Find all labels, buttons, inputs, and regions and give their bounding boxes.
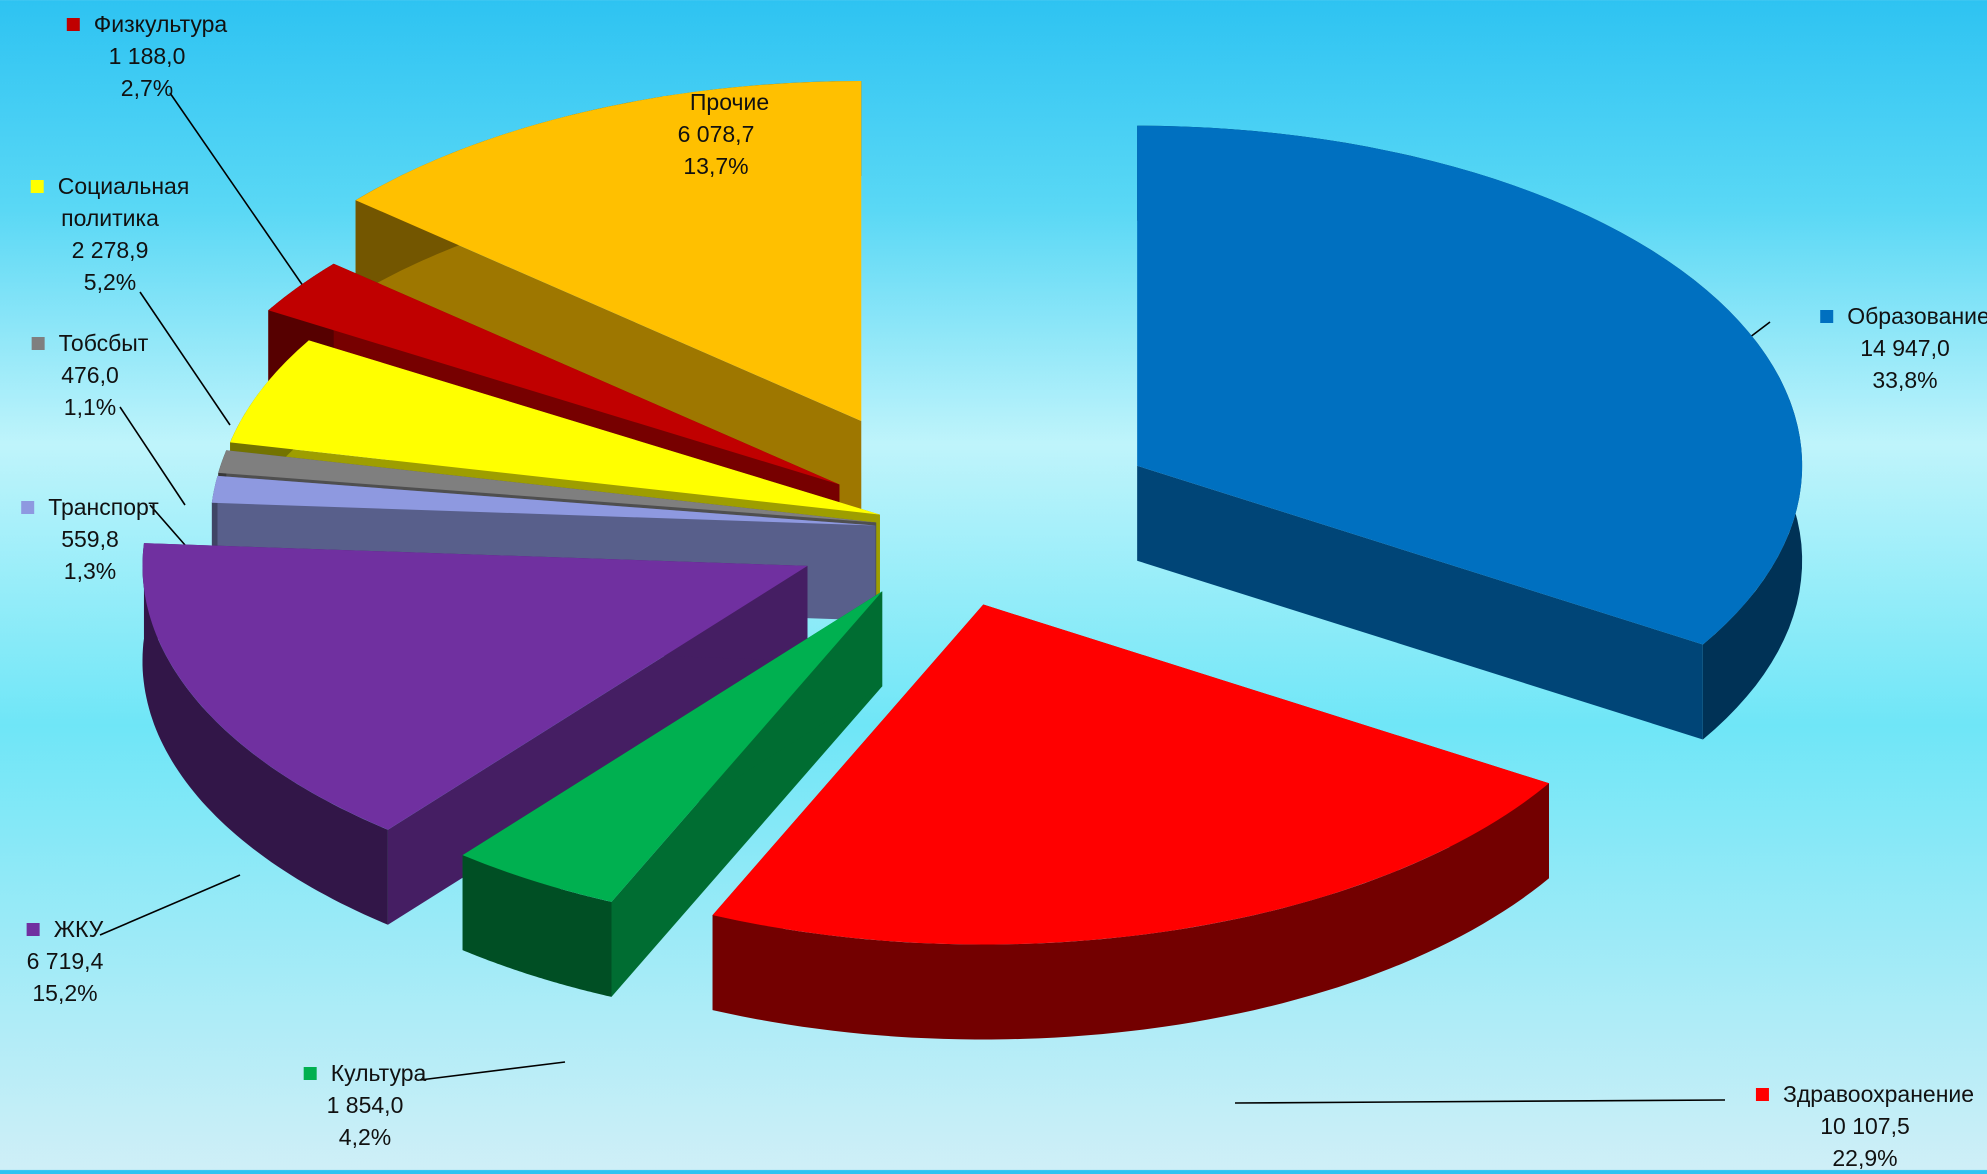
label-культура: Культура 1 854,0 4,2% — [303, 1057, 427, 1153]
label-физкультура: Физкультура 1 188,0 2,7% — [66, 8, 228, 104]
legend-swatch — [662, 95, 676, 109]
slice-name: Социальная — [57, 173, 190, 199]
leader-line — [1234, 1099, 1726, 1104]
slice-value: 6 078,7 — [677, 121, 755, 147]
slice-name-line: политика — [61, 205, 159, 231]
slice-жку — [142, 543, 808, 925]
slice-value: 2 278,9 — [71, 237, 149, 263]
slice-percent: 1,1% — [63, 394, 117, 420]
slice-rim — [142, 543, 388, 925]
legend-swatch — [21, 500, 35, 514]
legend-swatch — [31, 336, 45, 350]
slice-rim — [712, 783, 1549, 1040]
slice-wall — [1137, 465, 1703, 740]
slice-top — [268, 263, 840, 485]
legend-swatch — [1755, 1087, 1769, 1101]
slice-percent: 5,2% — [83, 269, 137, 295]
leader-lines — [99, 92, 1771, 1104]
slice-здравоохранение — [712, 604, 1549, 1040]
leader-line — [119, 406, 186, 506]
slice-percent: 22,9% — [1832, 1145, 1898, 1171]
slice-name: ЖКУ — [53, 916, 104, 942]
legend-swatch — [66, 17, 80, 31]
slice-top — [142, 543, 808, 830]
slice-rim — [462, 855, 612, 997]
legend-swatch — [1820, 309, 1834, 323]
label-тобсбыт: Тобсбыт 476,0 1,1% — [31, 327, 149, 423]
label-социальная-политика: Социальная политика 2 278,9 5,2% — [30, 170, 190, 298]
slice-name: Образование — [1847, 303, 1987, 329]
slice-name: Здравоохранение — [1782, 1081, 1975, 1107]
leader-line — [99, 874, 241, 936]
slice-value: 476,0 — [61, 362, 119, 388]
slice-percent: 13,7% — [683, 153, 749, 179]
legend-swatch — [30, 179, 44, 193]
label-прочие: Прочие 6 078,7 13,7% — [662, 86, 770, 182]
slice-top — [211, 475, 876, 526]
slice-percent: 33,8% — [1872, 367, 1938, 393]
slice-top — [462, 591, 883, 902]
slice-value: 14 947,0 — [1860, 335, 1950, 361]
slice-образование — [1137, 125, 1803, 740]
slice-культура — [462, 591, 883, 997]
slice-value: 1 188,0 — [108, 43, 186, 69]
slice-value: 1 854,0 — [326, 1092, 404, 1118]
slice-name: Прочие — [689, 89, 770, 115]
slice-percent: 4,2% — [338, 1124, 392, 1150]
slice-wall — [355, 200, 862, 517]
slice-value: 559,8 — [61, 526, 119, 552]
slice-value: 6 719,4 — [26, 948, 104, 974]
pie-slices — [142, 81, 1803, 1040]
slice-name: Транспорт — [48, 494, 159, 520]
leader-line — [419, 1061, 566, 1081]
legend-swatch — [303, 1066, 317, 1080]
label-образование: Образование 14 947,0 33,8% — [1820, 300, 1987, 396]
slice-percent: 1,3% — [63, 558, 117, 584]
label-здравоохранение: Здравоохранение 10 107,5 22,9% — [1755, 1078, 1975, 1174]
label-жку: ЖКУ 6 719,4 15,2% — [27, 913, 104, 1009]
slice-value: 10 107,5 — [1820, 1113, 1910, 1139]
legend-swatch — [26, 922, 40, 936]
slice-percent: 2,7% — [120, 75, 174, 101]
slice-top — [355, 81, 862, 422]
slice-name: Тобсбыт — [58, 330, 149, 356]
slice-прочие — [355, 81, 862, 517]
slice-name: Культура — [330, 1060, 427, 1086]
slice-top — [1137, 125, 1803, 645]
slice-top — [712, 604, 1549, 945]
slice-top — [230, 340, 880, 515]
slice-percent: 15,2% — [32, 980, 98, 1006]
leader-line — [139, 291, 231, 426]
leader-line — [149, 504, 186, 546]
slice-name: Физкультура — [93, 11, 228, 37]
label-транспорт: Транспорт 559,8 1,3% — [21, 491, 159, 587]
slice-top — [218, 450, 877, 523]
